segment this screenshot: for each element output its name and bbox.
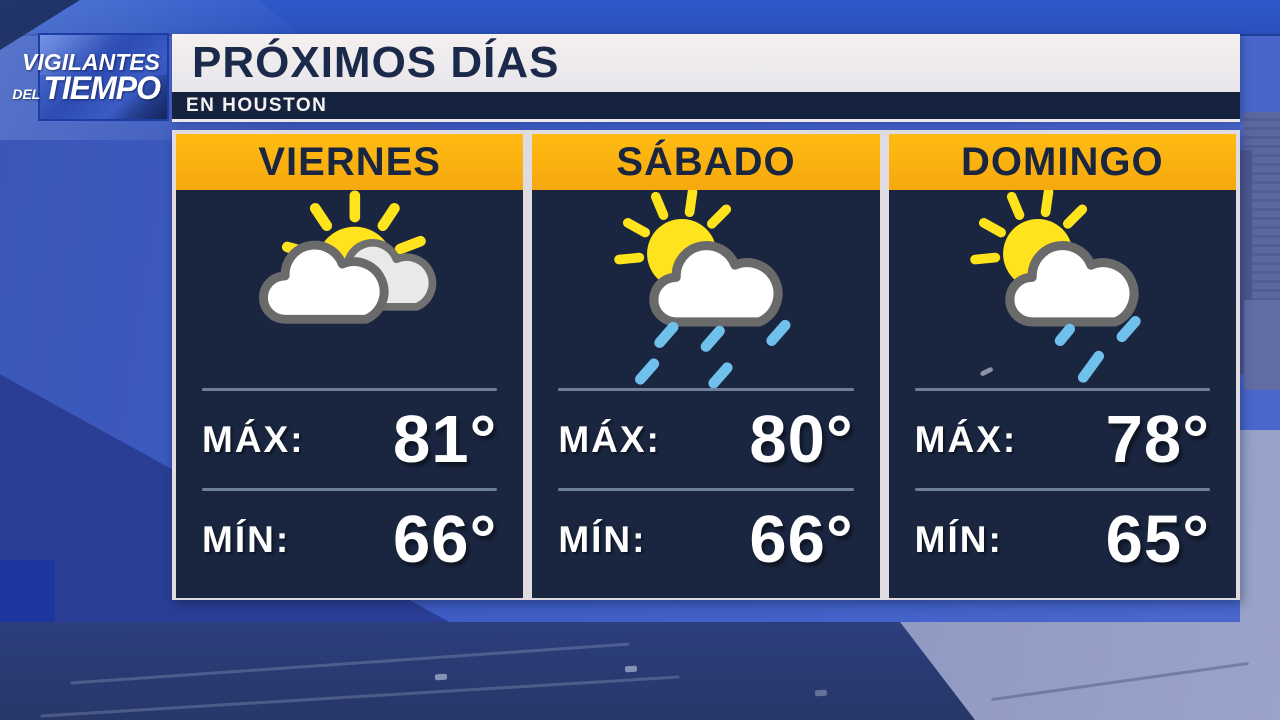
logo-tiempo: TIEMPO [43, 70, 161, 107]
sun-cloud-rain-icon [614, 190, 791, 388]
max-value: 80° [749, 402, 854, 477]
forecast-panel: VIERNES [172, 130, 1240, 600]
min-label: MÍN: [558, 518, 647, 560]
car-dot [434, 673, 448, 681]
divider [914, 488, 1210, 491]
front-cloud [258, 240, 389, 324]
day-body: MÁX: 81° MÍN: 66° [176, 190, 523, 598]
day-body: MÁX: 80° MÍN: 66° [532, 190, 879, 598]
min-label: MÍN: [914, 518, 1003, 560]
day-header: VIERNES [176, 134, 524, 190]
logo-line2: DEL TIEMPO [12, 70, 161, 107]
divider [558, 488, 854, 491]
day-name: DOMINGO [961, 139, 1164, 184]
day-name: SÁBADO [616, 139, 796, 184]
sun-cloud-light-rain-icon [970, 190, 1142, 383]
divider [202, 388, 498, 391]
car-dot [624, 665, 638, 673]
cloud [1005, 241, 1139, 327]
day-name: VIERNES [258, 139, 441, 184]
small-gray-drop [980, 367, 994, 376]
weather-icon-wrap [202, 190, 497, 388]
max-label: MÁX: [914, 418, 1018, 460]
min-value: 65° [1105, 502, 1210, 577]
day-card-viernes: VIERNES [176, 134, 524, 598]
day-header: DOMINGO [888, 134, 1236, 190]
sun-icon [970, 190, 1088, 265]
rain-drops [1055, 316, 1142, 383]
cloud [649, 241, 783, 327]
vigilantes-del-tiempo-logo: VIGILANTES DEL TIEMPO [12, 33, 169, 121]
header-title-bar: PRÓXIMOS DÍAS [172, 34, 1240, 92]
rain-drops [634, 319, 791, 388]
max-label: MÁX: [558, 418, 661, 460]
header-banner: PRÓXIMOS DÍAS EN HOUSTON [172, 34, 1240, 119]
min-value: 66° [749, 502, 854, 577]
location-subtitle: EN HOUSTON [186, 94, 328, 116]
header-subtitle-bar: EN HOUSTON [172, 92, 1240, 119]
logo-line1: VIGILANTES [21, 49, 160, 76]
sun-icon [614, 190, 732, 265]
min-temp-row: MÍN: 66° [558, 491, 853, 588]
day-header: SÁBADO [532, 134, 880, 190]
min-temp-row: MÍN: 66° [202, 491, 497, 588]
day-body: MÁX: 78° MÍN: 65° [889, 190, 1236, 598]
sun-behind-clouds-icon [258, 190, 436, 324]
divider [558, 388, 854, 391]
weather-icon-wrap [558, 190, 853, 388]
min-label: MÍN: [202, 518, 291, 560]
car-dot [814, 689, 828, 697]
max-temp-row: MÁX: 81° [202, 391, 497, 488]
max-temp-row: MÁX: 80° [558, 391, 853, 488]
divider [202, 488, 498, 491]
min-value: 66° [393, 502, 498, 577]
max-label: MÁX: [202, 418, 305, 460]
logo-del: DEL [12, 86, 41, 103]
day-card-sabado: SÁBADO [532, 134, 880, 598]
weather-icon-wrap [915, 190, 1210, 388]
max-value: 78° [1105, 402, 1210, 477]
max-value: 81° [393, 402, 498, 477]
min-temp-row: MÍN: 65° [915, 491, 1210, 588]
skyline-building [1244, 300, 1280, 390]
page-title: PRÓXIMOS DÍAS [192, 38, 560, 87]
max-temp-row: MÁX: 78° [915, 391, 1210, 488]
divider [914, 388, 1210, 391]
day-card-domingo: DOMINGO [888, 134, 1236, 598]
